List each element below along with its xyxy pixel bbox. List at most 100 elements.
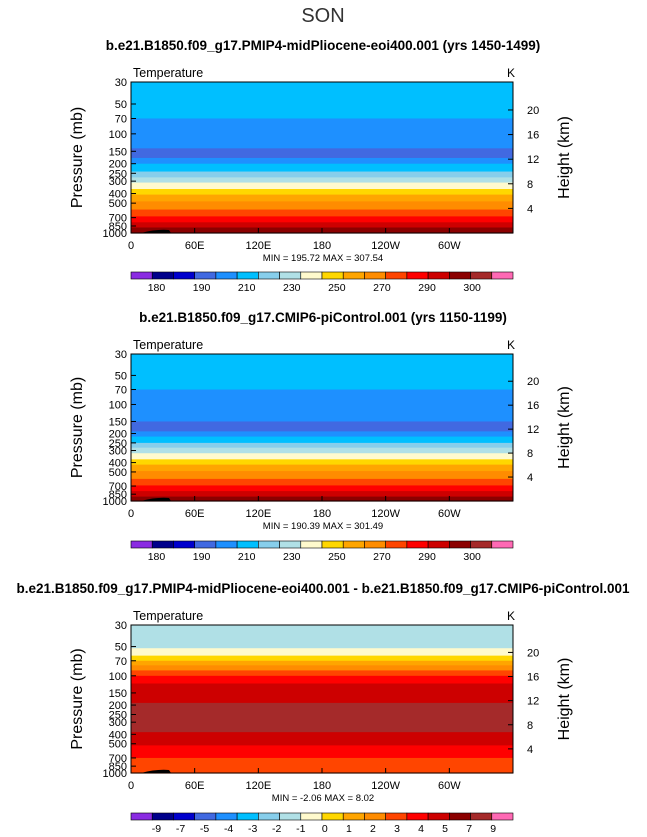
height-tick-label: 16 <box>527 130 539 142</box>
contour-band <box>131 421 513 432</box>
terrain-mask <box>141 497 171 501</box>
y-tick-label: 30 <box>115 620 127 632</box>
y-tick-label: 500 <box>109 198 127 210</box>
y-tick-label: 1000 <box>103 228 127 240</box>
colorbar-label: 190 <box>193 282 211 294</box>
y-tick-label: 700 <box>109 481 127 493</box>
colorbar-label: 230 <box>283 282 301 294</box>
colorbar-swatch <box>279 271 302 280</box>
y-tick-label: 300 <box>109 176 127 188</box>
colorbar-label: 4 <box>418 823 424 835</box>
units-label: K <box>507 609 515 623</box>
colorbar-label: 190 <box>193 551 211 563</box>
contour-band <box>131 625 513 649</box>
colorbar-swatch <box>491 271 514 280</box>
height-tick-label: 16 <box>527 672 539 684</box>
height-tick-label: 20 <box>527 647 539 659</box>
y-tick-label: 70 <box>115 113 127 125</box>
chart-panel-1: b.e21.B1850.f09_g17.PMIP4-midPliocene-eo… <box>69 38 573 294</box>
colorbar-label: 1 <box>346 823 352 835</box>
height-tick-label: 4 <box>527 203 533 215</box>
x-tick-label: 0 <box>128 508 134 520</box>
y-tick-label: 50 <box>115 370 127 382</box>
y-tick-label: 250 <box>109 438 127 450</box>
contour-band <box>131 464 513 472</box>
y-tick-label: 30 <box>115 349 127 361</box>
contour-band <box>131 648 513 657</box>
contour-band <box>131 222 513 229</box>
contour-band <box>131 453 513 460</box>
y-tick-label: 850 <box>109 761 127 773</box>
y-tick-label: 250 <box>109 168 127 180</box>
contour-band <box>131 157 513 165</box>
colorbar-swatch <box>194 812 217 821</box>
contour-band <box>131 478 513 487</box>
colorbar-swatch <box>173 812 195 821</box>
colorbar-swatch <box>342 540 365 549</box>
colorbar-label: 290 <box>418 551 436 563</box>
ylabel-right: Height (km) <box>556 658 573 741</box>
contour-band <box>131 732 513 746</box>
x-tick-label: 180 <box>313 508 331 520</box>
variable-label: Temperature <box>133 338 203 352</box>
colorbar-swatch <box>279 812 302 821</box>
chart-title: b.e21.B1850.f09_g17.CMIP6-piControl.001 … <box>139 310 507 325</box>
x-tick-label: 60W <box>438 508 461 520</box>
contour-band <box>131 683 513 704</box>
panels: b.e21.B1850.f09_g17.PMIP4-midPliocene-eo… <box>16 38 630 835</box>
colorbar-swatch <box>258 271 280 280</box>
y-tick-label: 1000 <box>103 496 127 508</box>
colorbar-swatch <box>173 271 195 280</box>
height-tick-label: 20 <box>527 376 539 388</box>
terrain-mask <box>141 769 171 773</box>
y-tick-label: 700 <box>109 213 127 225</box>
colorbar-label: -9 <box>152 823 161 835</box>
variable-label: Temperature <box>133 66 203 80</box>
colorbar-swatch <box>449 271 471 280</box>
y-tick-label: 150 <box>109 146 127 158</box>
contour-band <box>131 148 513 159</box>
chart-title: b.e21.B1850.f09_g17.PMIP4-midPliocene-eo… <box>16 581 630 596</box>
colorbar-swatch <box>300 271 323 280</box>
colorbar-label: 230 <box>283 551 301 563</box>
colorbar-swatch <box>130 540 153 549</box>
contour-band <box>131 436 513 444</box>
colorbar-label: 250 <box>328 551 346 563</box>
chart-title: b.e21.B1850.f09_g17.PMIP4-midPliocene-eo… <box>106 38 541 53</box>
contour-band <box>131 389 513 423</box>
y-tick-label: 400 <box>109 189 127 201</box>
colorbar-swatch <box>406 812 429 821</box>
colorbar-label: 2 <box>370 823 376 835</box>
contour-band <box>131 675 513 685</box>
height-tick-label: 8 <box>527 448 533 460</box>
y-tick-label: 200 <box>109 700 127 712</box>
contour-band <box>131 177 513 184</box>
colorbar-swatch <box>427 540 450 549</box>
y-tick-label: 50 <box>115 642 127 654</box>
y-tick-label: 700 <box>109 753 127 765</box>
y-tick-label: 200 <box>109 159 127 171</box>
colorbar-swatch <box>151 540 174 549</box>
x-tick-label: 60W <box>438 780 461 792</box>
ylabel: Pressure (mb) <box>69 107 86 208</box>
colorbar-label: 7 <box>466 823 472 835</box>
colorbar-swatch <box>427 812 450 821</box>
y-tick-label: 70 <box>115 656 127 668</box>
contour-band <box>131 163 513 173</box>
height-tick-label: 4 <box>527 472 533 484</box>
contour-band <box>131 209 513 217</box>
x-tick-label: 180 <box>313 240 331 252</box>
height-tick-label: 12 <box>527 154 539 166</box>
colorbar-label: 250 <box>328 282 346 294</box>
colorbar-label: -7 <box>176 823 185 835</box>
contour-band <box>131 660 513 666</box>
colorbar-label: 5 <box>442 823 448 835</box>
x-tick-label: 60E <box>185 508 205 520</box>
colorbar-swatch <box>470 271 493 280</box>
contour-band <box>131 459 513 466</box>
contour-band <box>131 665 513 672</box>
contour-band <box>131 182 513 190</box>
colorbar-swatch <box>194 271 217 280</box>
units-label: K <box>507 66 515 80</box>
